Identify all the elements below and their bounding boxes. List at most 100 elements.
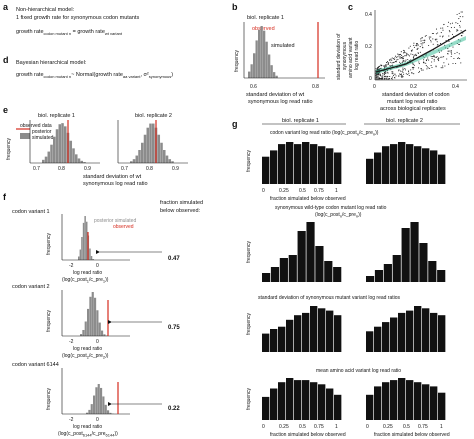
panel-c-point xyxy=(435,33,437,35)
panel-c-point xyxy=(401,54,403,56)
panel-c-point xyxy=(430,56,432,58)
panel-f-v3-hist-bar xyxy=(102,396,105,414)
panel-b-simulated-label: simulated xyxy=(271,43,295,49)
panel-g-r3c1-bar xyxy=(302,312,310,352)
panel-c-point xyxy=(432,56,434,58)
panel-e-left-hist-bar xyxy=(53,136,56,163)
panel-g-row2-title: synonymous wild-type codon mutant log re… xyxy=(275,205,387,211)
panel-f-v2-hist-bar xyxy=(91,292,94,336)
panel-c-ylabel-1: standard deviation of xyxy=(336,33,342,80)
panel-g-row1-xtick-3: 0.75 xyxy=(314,188,324,194)
panel-c-fit-line xyxy=(375,29,467,73)
panel-f-v1-hist-bar xyxy=(89,248,91,260)
panel-d-equation: growth ratecodon mutant n~ Normal(growth… xyxy=(16,72,173,79)
panel-e-left-hist-bar xyxy=(64,126,67,163)
panel-g-r1c1-bar xyxy=(310,144,318,184)
panel-c-point xyxy=(425,59,427,62)
panel-c-point xyxy=(411,66,413,68)
panel-g-r1c1-bar xyxy=(318,146,326,184)
panel-c-point xyxy=(407,70,410,72)
panel-c-point xyxy=(391,62,393,64)
panel-c-point xyxy=(442,27,444,29)
panel-g-r3c1-bar xyxy=(326,310,334,352)
panel-c-point xyxy=(391,59,393,61)
panel-c-point xyxy=(421,44,423,46)
panel-c-point xyxy=(418,63,420,65)
panel-c-point xyxy=(399,54,401,56)
panel-c-point xyxy=(385,65,388,67)
panel-f-v1-xtick-2: 0 xyxy=(96,263,99,269)
panel-c-xtick-3: 0.4 xyxy=(452,84,459,90)
panel-c-point xyxy=(394,73,396,75)
panel-f-v3-hist-bar xyxy=(88,409,91,414)
panel-b-hist-bar xyxy=(263,30,266,79)
panel-c-point xyxy=(436,41,438,43)
panel-g-r4c2-bar xyxy=(438,392,446,420)
panel-b-hist-bar xyxy=(248,71,251,78)
panel-g-r3c2-bar xyxy=(438,315,446,352)
panel-c-point xyxy=(381,64,383,67)
panel-f-v2-hist-bar xyxy=(94,297,97,336)
panel-c-point xyxy=(438,51,440,53)
panel-c-point xyxy=(415,55,418,57)
panel-b-letter: b xyxy=(232,2,238,12)
panel-e-right-xtick-2: 0.8 xyxy=(146,166,153,172)
panel-g-row4-xtick-2: 0.5 xyxy=(299,424,306,430)
panel-g-r2c1-bar xyxy=(333,267,342,282)
panel-c-point xyxy=(407,54,410,56)
panel-g-r1c2-bar xyxy=(398,142,406,184)
panel-c-point xyxy=(459,58,461,60)
panel-e-left-xtick-3: 0.9 xyxy=(84,166,91,172)
panel-c-point xyxy=(448,50,450,52)
panel-g-r2c1-bar xyxy=(270,267,280,282)
panel-c-point xyxy=(393,76,396,79)
panel-e-right-hist-bar xyxy=(168,159,172,163)
panel-c-point xyxy=(439,43,442,45)
panel-c-point xyxy=(412,63,414,65)
panel-c-point xyxy=(455,62,457,65)
panel-c-point xyxy=(458,43,461,45)
panel-e-right-hist-bar xyxy=(132,159,136,163)
panel-g-r2c2-bar xyxy=(392,255,401,282)
panel-c-point xyxy=(397,58,399,60)
panel-c-point xyxy=(431,66,433,69)
panel-g-row4-c2-xtick-1: 0.25 xyxy=(383,424,393,430)
panel-e-right-hist-bar xyxy=(157,134,161,163)
panel-c-point xyxy=(413,44,415,46)
panel-g-r4c1-bar xyxy=(302,380,310,420)
panel-f-v3-histogram xyxy=(86,384,114,414)
panel-f-v1-hist-bar xyxy=(84,216,86,260)
panel-c-point xyxy=(427,67,429,69)
panel-b-histogram xyxy=(248,26,278,79)
panel-e-left-xtick-1: 0.7 xyxy=(33,166,40,172)
panel-b-xlabel-2: synonymous log read ratio xyxy=(248,99,313,105)
panel-g-row1-ylabel: frequency xyxy=(246,150,252,172)
panel-e-right-hist-bar xyxy=(130,161,133,163)
panel-c-point xyxy=(443,56,445,58)
panel-c-point xyxy=(382,78,384,80)
panel-c-point xyxy=(387,63,390,65)
panel-g-r4c1-bar xyxy=(262,396,270,420)
panel-g-r1c2-bar xyxy=(414,146,422,184)
panel-c-point xyxy=(436,55,438,58)
panel-g-row4-c2-xtick-3: 0.75 xyxy=(418,424,428,430)
panel-c-point xyxy=(437,58,439,60)
panel-c-point xyxy=(407,73,409,76)
panel-g-r3c2-bar xyxy=(430,312,438,352)
panel-f-v1-hist-bar xyxy=(78,256,80,260)
panel-c-point xyxy=(400,73,402,75)
panel-c-point xyxy=(407,58,409,61)
panel-c-point xyxy=(462,16,464,18)
panel-g-r4c2-bar xyxy=(374,386,382,420)
panel-c-point xyxy=(442,29,444,31)
panel-g-row4-title: mean amino acid variant log read ratio xyxy=(316,368,401,374)
panel-c-point xyxy=(423,42,425,44)
panel-c-point xyxy=(433,54,435,56)
panel-g-r4c2-bar xyxy=(414,382,422,420)
panel-c-point xyxy=(428,59,430,61)
panel-c-point xyxy=(436,44,438,46)
panel-c-point xyxy=(382,76,384,78)
panel-e-right-hist-bar xyxy=(165,155,169,163)
panel-c-point xyxy=(449,31,451,33)
panel-g-r3c2-bar xyxy=(382,322,390,352)
